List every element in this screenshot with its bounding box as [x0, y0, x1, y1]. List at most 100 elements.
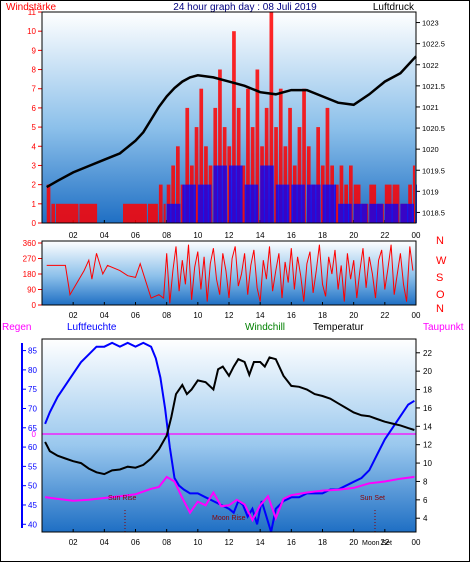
compass-label: O: [436, 289, 445, 301]
wind-bar: [278, 88, 283, 223]
temperature-right-axis: 4 6 8 10 12 14 16 18 20 22: [416, 349, 432, 523]
panel-temperature-bg: [42, 339, 416, 532]
x-tick-label: 02: [69, 538, 78, 547]
pressure-tick-label: 1020: [422, 145, 439, 154]
gust-bar: [369, 203, 383, 223]
wind-tick-label: 1: [32, 200, 37, 209]
gust-bar: [306, 184, 321, 223]
wind-tick-label: 6: [32, 104, 37, 113]
temperature-tick-label: 8: [423, 477, 428, 486]
x-tick-label: 06: [131, 538, 140, 547]
x-tick-label: 16: [287, 538, 296, 547]
gust-bar: [260, 165, 274, 223]
x-tick-label: 06: [131, 311, 140, 320]
wind-bar: [236, 107, 241, 223]
temperature-tick-label: 18: [423, 386, 432, 395]
wind-bar: [264, 107, 269, 223]
wind-tick-label: 4: [32, 142, 37, 151]
x-tick-label: 04: [100, 538, 109, 547]
pressure-tick-label: 1021: [422, 103, 439, 112]
x-tick-label: 02: [69, 311, 78, 320]
direction-tick-label: 0: [32, 301, 37, 310]
compass-label: S: [436, 272, 443, 284]
gust-bar: [384, 203, 399, 223]
wind-bar: [232, 31, 236, 224]
wind-bar: [79, 203, 98, 223]
wind-tick-label: 2: [32, 181, 37, 190]
gust-bar: [353, 203, 368, 223]
wind-bar: [171, 165, 175, 223]
direction-tick-label: 180: [23, 270, 37, 279]
x-tick-label: 02: [69, 231, 78, 240]
wind-bar: [255, 69, 260, 223]
pressure-tick-label: 1019: [422, 187, 439, 196]
temperature-tick-label: 14: [423, 422, 432, 431]
gust-bar: [213, 165, 227, 223]
temperature-line: [44, 356, 415, 476]
temperature-tick-label: 4: [423, 514, 428, 523]
x-tick-label: 16: [287, 311, 296, 320]
x-tick-label: 10: [193, 231, 202, 240]
gust-bar: [400, 203, 414, 223]
x-tick-label: 12: [225, 538, 234, 547]
wind-tick-label: 8: [32, 66, 37, 75]
wind-bar: [412, 165, 415, 223]
wind-bar: [269, 12, 274, 223]
panel-temperature-border: [41, 338, 417, 533]
wind-bar: [325, 107, 330, 223]
temperature-tick-label: 10: [423, 459, 432, 468]
header-windstaerke: Windstärke: [6, 2, 56, 13]
x-tick-label: 12: [225, 231, 234, 240]
gust-bar: [322, 184, 337, 223]
wind-bar: [349, 165, 353, 223]
wind-tick-label: 11: [28, 8, 37, 17]
humidity-tick-label: 70: [28, 404, 37, 413]
gust-bar: [166, 203, 181, 223]
pressure-tick-label: 1023: [422, 19, 439, 28]
direction-tick-label: 90: [27, 286, 36, 295]
wind-bar: [148, 203, 158, 223]
humidity-tick-label: 85: [28, 347, 37, 356]
wind-bar: [158, 184, 163, 223]
gust-bar: [244, 184, 259, 223]
gust-bar: [197, 184, 212, 223]
header-title: 24 hour graph day : 08 Juli 2019: [173, 2, 317, 13]
x-tick-label: 00: [412, 538, 421, 547]
panel-wind-border: [41, 11, 417, 224]
direction-tick-label: 360: [23, 239, 37, 248]
gust-bar: [229, 165, 243, 223]
label-luftfeuchte: Luftfeuchte: [67, 322, 117, 333]
compass-label: N: [436, 303, 444, 315]
wind-bar: [250, 127, 255, 223]
direction-x-axis: 02 04 06 08 10 12 14 16 18 20 22 00: [69, 302, 421, 320]
wind-bar: [218, 69, 222, 223]
x-tick-label: 20: [349, 311, 358, 320]
pressure-line: [46, 55, 417, 189]
label-windchill: Windchill: [245, 322, 285, 333]
pressure-tick-label: 1020.5: [422, 124, 445, 133]
temperature-tick-label: 20: [423, 367, 432, 376]
wind-bar: [339, 165, 344, 223]
gust-bar: [182, 184, 196, 223]
x-tick-label: 14: [256, 311, 265, 320]
moonrise-label: Moon Rise: [212, 515, 246, 522]
gust-series: [166, 165, 417, 223]
compass-label: N: [436, 235, 444, 247]
gust-bar: [275, 184, 290, 223]
sunrise-label: Sun Rise: [108, 495, 137, 502]
wind-bar: [316, 127, 320, 223]
x-tick-label: 08: [162, 538, 171, 547]
pressure-tick-label: 1022.5: [422, 40, 445, 49]
x-tick-label: 04: [100, 311, 109, 320]
humidity-tick-label: 40: [28, 520, 37, 529]
wind-bar: [176, 146, 180, 223]
humidity-tick-label: 55: [28, 462, 37, 471]
humidity-left-axis: 40 45 50 55 60 65 70 75 80 85: [22, 347, 37, 529]
x-tick-label: 16: [287, 231, 296, 240]
direction-tick-label: 270: [23, 255, 37, 264]
header-luftdruck: Luftdruck: [373, 2, 415, 13]
x-tick-label: 18: [318, 538, 327, 547]
temperature-tick-label: 22: [423, 349, 432, 358]
